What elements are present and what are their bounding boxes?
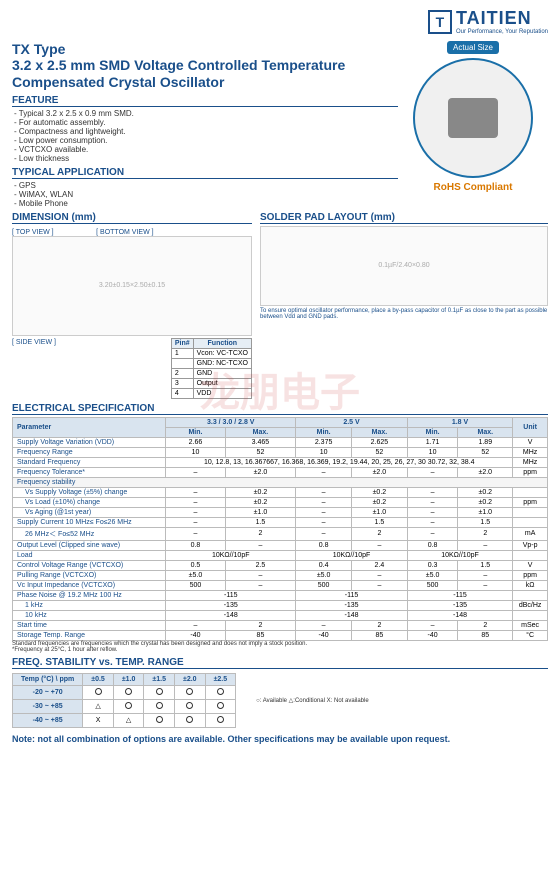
rohs-label: RoHS Compliant	[398, 182, 548, 193]
solder-heading: SOLDER PAD LAYOUT (mm)	[260, 212, 548, 224]
dimension-diagram: 3.20±0.15 × 2.50±0.15	[12, 236, 252, 336]
freq-stab-heading: FREQ. STABILITY vs. TEMP. RANGE	[12, 657, 548, 669]
feature-item: Typical 3.2 x 2.5 x 0.9 mm SMD.	[14, 109, 398, 118]
feature-item: Compactness and lightweight.	[14, 127, 398, 136]
app-item: WiMAX, WLAN	[14, 190, 398, 199]
brand-name: TAITIEN	[456, 8, 548, 29]
elec-heading: ELECTRICAL SPECIFICATION	[12, 403, 548, 415]
pin-table: Pin#Function 1Vcon: VC-TCXO GND: NC-TCXO…	[171, 338, 252, 399]
app-heading: TYPICAL APPLICATION	[12, 167, 398, 179]
top-view-label: [ TOP VIEW ]	[12, 229, 54, 236]
feature-list: Typical 3.2 x 2.5 x 0.9 mm SMD. For auto…	[14, 109, 398, 163]
feature-item: Low power consumption.	[14, 136, 398, 145]
feature-item: For automatic assembly.	[14, 118, 398, 127]
footer-note: Note: not all combination of options are…	[12, 734, 548, 744]
dimension-heading: DIMENSION (mm)	[12, 212, 252, 224]
solder-note: To ensure optimal oscillator performance…	[260, 308, 548, 320]
app-item: GPS	[14, 181, 398, 190]
feature-item: Low thickness	[14, 154, 398, 163]
app-item: Mobile Phone	[14, 199, 398, 208]
type-label: TX Type	[12, 41, 398, 57]
side-view-label: [ SIDE VIEW ]	[12, 339, 56, 346]
feature-item: VCTCXO available.	[14, 145, 398, 154]
solder-diagram: 0.1µF / 2.40 × 0.80	[260, 226, 548, 306]
actual-size-badge: Actual Size	[447, 41, 499, 54]
logo-icon: T	[428, 10, 452, 34]
spec-table: Parameter 3.3 / 3.0 / 2.8 V 2.5 V 1.8 V …	[12, 417, 548, 641]
header: T TAITIEN Our Performance, Your Reputati…	[12, 8, 548, 35]
chip-icon	[448, 98, 498, 138]
chip-preview	[413, 58, 533, 178]
bottom-view-label: [ BOTTOM VIEW ]	[96, 229, 153, 236]
brand-tagline: Our Performance, Your Reputation	[456, 29, 548, 35]
page-title: 3.2 x 2.5 mm SMD Voltage Controlled Temp…	[12, 57, 398, 91]
feature-heading: FEATURE	[12, 95, 398, 107]
stability-legend: ○: Available △:Conditional X: Not availa…	[256, 697, 369, 704]
stability-table: Temp (°C) \ ppm ±0.5±1.0 ±1.5±2.0 ±2.5 -…	[12, 673, 236, 728]
spec-footnote2: *Frequency at 25°C, 1 hour after reflow.	[12, 647, 548, 653]
app-list: GPS WiMAX, WLAN Mobile Phone	[14, 181, 398, 208]
brand-logo: T TAITIEN Our Performance, Your Reputati…	[428, 8, 548, 35]
